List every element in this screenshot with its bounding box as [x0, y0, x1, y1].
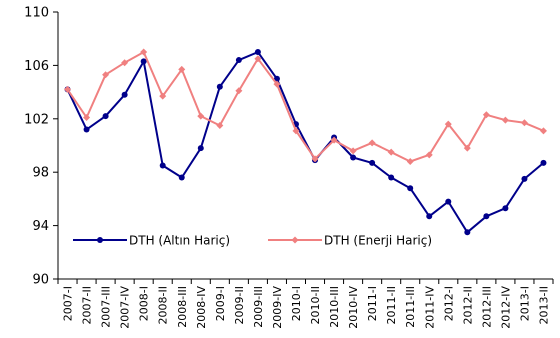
data-point [520, 119, 528, 127]
data-point [350, 154, 357, 161]
y-tick-label: 98 [32, 166, 49, 181]
series-line [66, 51, 544, 163]
data-point [369, 159, 376, 166]
data-point [83, 126, 90, 133]
x-tick-label: 2008-I [138, 286, 151, 321]
x-tick-label: 2013-I [518, 286, 531, 321]
data-point [311, 155, 319, 163]
y-tick-label: 94 [32, 219, 49, 234]
data-point [330, 136, 338, 144]
x-tick-label: 2009-IV [271, 286, 284, 329]
data-point [235, 57, 242, 64]
data-point [102, 71, 110, 79]
data-point [178, 174, 185, 181]
x-tick-label: 2012-II [461, 286, 474, 324]
x-tick-label: 2012-IV [499, 286, 512, 329]
series-line [66, 51, 545, 234]
x-tick-label: 2009-I [214, 286, 227, 321]
x-tick-label: 2008-III [176, 286, 189, 328]
data-point [464, 229, 471, 236]
x-tick-label: 2007-III [100, 286, 113, 328]
data-point [102, 113, 109, 120]
data-point [368, 139, 376, 147]
data-point [178, 65, 186, 73]
data-point [273, 75, 280, 82]
data-point [197, 112, 205, 120]
x-tick-label: 2008-II [157, 286, 170, 324]
data-point [273, 80, 281, 88]
data-point [426, 213, 433, 220]
legend-label: DTH (Altın Hariç) [129, 234, 230, 248]
data-point [140, 48, 148, 56]
data-point [235, 87, 243, 95]
x-tick-label: 2009-II [233, 286, 246, 324]
x-tick-label: 2011-I [366, 286, 379, 321]
data-point [444, 120, 452, 128]
x-tick-label: 2012-III [480, 286, 493, 328]
y-tick-label: 90 [32, 273, 49, 288]
x-tick-label: 2007-IV [119, 286, 132, 329]
legend: DTH (Altın Hariç) DTH (Enerji Hariç) [73, 234, 432, 248]
x-tick-label: 2013-II [537, 286, 550, 324]
legend-label: DTH (Enerji Hariç) [324, 234, 432, 248]
data-point [501, 116, 509, 124]
y-tick-label: 106 [24, 59, 49, 74]
data-point [216, 83, 223, 90]
data-point [483, 213, 490, 220]
y-axis-ticks: 90 94 98 102 106 110 [24, 6, 58, 288]
x-tick-label: 2012-I [442, 286, 455, 321]
x-tick-label: 2011-IV [423, 286, 436, 329]
legend-marker [291, 236, 299, 244]
data-point [121, 59, 129, 67]
data-point [292, 127, 300, 135]
x-tick-label: 2011-II [385, 286, 398, 324]
data-point [521, 175, 528, 182]
data-point [216, 121, 224, 129]
data-point [407, 185, 414, 192]
x-tick-label: 2009-III [252, 286, 265, 328]
data-point [502, 205, 509, 212]
series-altin-haric [64, 49, 547, 236]
x-tick-label: 2007-II [81, 286, 94, 324]
data-point [387, 148, 395, 156]
series-enerji-haric [64, 48, 547, 166]
x-axis-ticks: 2007-I 2007-II 2007-III 2007-IV 2008-I 2008-I… [57, 279, 554, 329]
data-point [121, 91, 128, 98]
legend-marker [97, 237, 103, 243]
x-tick-label: 2011-III [404, 286, 417, 328]
x-tick-label: 2010-I [290, 286, 303, 321]
data-point [254, 55, 262, 63]
data-point [463, 144, 471, 152]
x-tick-label: 2008-IV [195, 286, 208, 329]
x-tick-label: 2007-I [62, 286, 75, 321]
data-point [254, 49, 261, 56]
data-point [64, 85, 72, 93]
data-point [159, 162, 166, 169]
x-tick-label: 2010-III [328, 286, 341, 328]
data-point [388, 174, 395, 181]
y-tick-label: 102 [24, 112, 49, 127]
data-point [539, 127, 547, 135]
data-point [425, 151, 433, 159]
data-point [159, 92, 167, 100]
data-point [349, 147, 357, 155]
data-point [140, 58, 147, 65]
data-point [540, 159, 547, 166]
data-point [197, 145, 204, 152]
y-tick-label: 110 [24, 6, 49, 21]
data-point [445, 198, 452, 205]
x-tick-label: 2010-II [309, 286, 322, 324]
x-tick-label: 2010-IV [347, 286, 360, 329]
series-group [64, 48, 547, 236]
data-point [482, 111, 490, 119]
data-point [406, 158, 414, 166]
data-point [83, 113, 91, 121]
